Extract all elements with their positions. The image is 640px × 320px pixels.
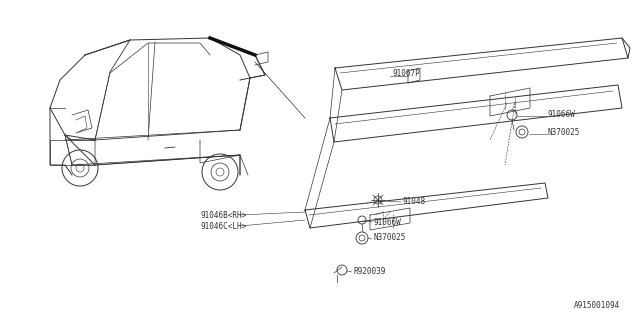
Text: A915001094: A915001094: [573, 301, 620, 310]
Text: 91046C<LH>: 91046C<LH>: [200, 221, 246, 230]
Text: N370025: N370025: [548, 127, 580, 137]
Text: 91048: 91048: [402, 196, 425, 205]
Text: N370025: N370025: [373, 233, 405, 242]
Text: 91066W: 91066W: [548, 109, 576, 118]
Text: 91046B<RH>: 91046B<RH>: [200, 211, 246, 220]
Text: 91067P: 91067P: [392, 68, 420, 77]
Text: R920039: R920039: [353, 267, 385, 276]
Text: 91066W: 91066W: [373, 218, 401, 227]
